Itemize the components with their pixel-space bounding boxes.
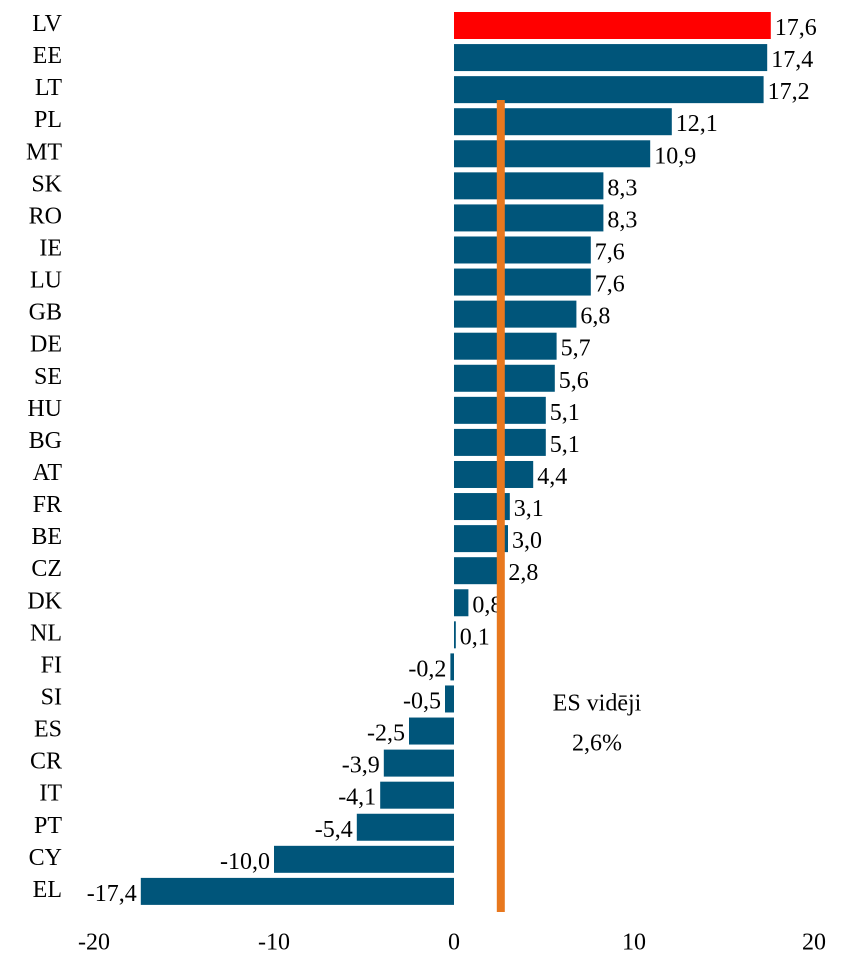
value-label: 10,9 [654, 143, 696, 169]
bar [454, 172, 604, 200]
category-label: SI [41, 684, 62, 710]
category-label: MT [26, 139, 62, 165]
value-label: 5,7 [561, 336, 591, 362]
x-tick-label: -10 [258, 930, 290, 956]
x-tick-label: -20 [78, 930, 110, 956]
category-label: LT [35, 75, 62, 101]
category-label: EE [33, 43, 62, 69]
value-label: -2,5 [367, 721, 405, 747]
bar [454, 621, 456, 649]
reference-label: ES vidēji [553, 691, 642, 717]
category-label: HU [27, 396, 62, 422]
category-label: FI [41, 652, 62, 678]
bar [454, 44, 768, 72]
category-label: PT [34, 813, 62, 839]
category-label: DE [30, 332, 62, 358]
category-label: ES [34, 717, 62, 743]
bar [356, 813, 454, 841]
bar [274, 845, 454, 873]
category-label: BG [29, 428, 62, 454]
bar [454, 204, 604, 232]
bar [445, 685, 454, 713]
bar [380, 781, 454, 809]
value-label: 4,4 [537, 464, 567, 490]
value-label: -3,9 [342, 753, 380, 779]
x-tick-label: 20 [802, 930, 826, 956]
value-label: -0,2 [408, 656, 446, 682]
bar [454, 300, 577, 328]
bar [454, 76, 764, 104]
category-label: IT [39, 781, 62, 807]
category-label: SE [34, 364, 62, 390]
bar [454, 557, 505, 585]
bar [409, 717, 454, 745]
bar [454, 268, 591, 296]
bar [450, 653, 454, 681]
value-label: 2,8 [508, 560, 538, 586]
category-label: CR [30, 749, 62, 775]
value-label: -0,5 [403, 688, 441, 714]
value-label: 5,1 [550, 432, 580, 458]
value-label: -4,1 [338, 785, 376, 811]
value-label: 12,1 [676, 111, 718, 137]
x-tick-label: 0 [448, 930, 460, 956]
bar [383, 749, 454, 777]
value-label: 8,3 [607, 175, 637, 201]
value-label: -17,4 [87, 881, 137, 907]
bar [454, 108, 672, 136]
category-label: IE [39, 235, 62, 261]
category-label: LV [32, 11, 62, 37]
category-label: SK [31, 171, 62, 197]
value-label: 0,1 [460, 624, 490, 650]
category-label: LU [30, 268, 62, 294]
category-label: RO [29, 203, 62, 229]
value-label: 5,1 [550, 400, 580, 426]
value-label: 3,1 [514, 496, 544, 522]
category-label: FR [33, 492, 62, 518]
value-label: 7,6 [595, 272, 625, 298]
category-label: CZ [31, 556, 62, 582]
bar [454, 236, 591, 264]
x-tick-label: 10 [622, 930, 646, 956]
category-label: PL [34, 107, 62, 133]
bar [140, 877, 455, 905]
value-label: 17,6 [775, 15, 817, 41]
value-label: 17,2 [768, 79, 810, 105]
value-label: 7,6 [595, 239, 625, 265]
value-label: 8,3 [607, 207, 637, 233]
bar [454, 332, 557, 360]
category-label: DK [27, 588, 62, 614]
value-label: -10,0 [220, 849, 270, 875]
bar [454, 589, 469, 617]
value-label: 17,4 [771, 47, 813, 73]
category-label: NL [30, 620, 62, 646]
bar [454, 140, 651, 168]
bar [454, 460, 534, 488]
category-label: BE [31, 524, 62, 550]
value-label: 3,0 [512, 528, 542, 554]
category-label: AT [33, 460, 63, 486]
reference-value-label: 2,6% [572, 731, 622, 757]
value-label: -5,4 [315, 817, 353, 843]
value-label: 6,8 [580, 304, 610, 330]
bar [454, 12, 771, 39]
category-label: EL [33, 877, 62, 903]
category-label: GB [29, 300, 62, 326]
value-label: 5,6 [559, 368, 589, 394]
category-label: CY [29, 845, 62, 871]
